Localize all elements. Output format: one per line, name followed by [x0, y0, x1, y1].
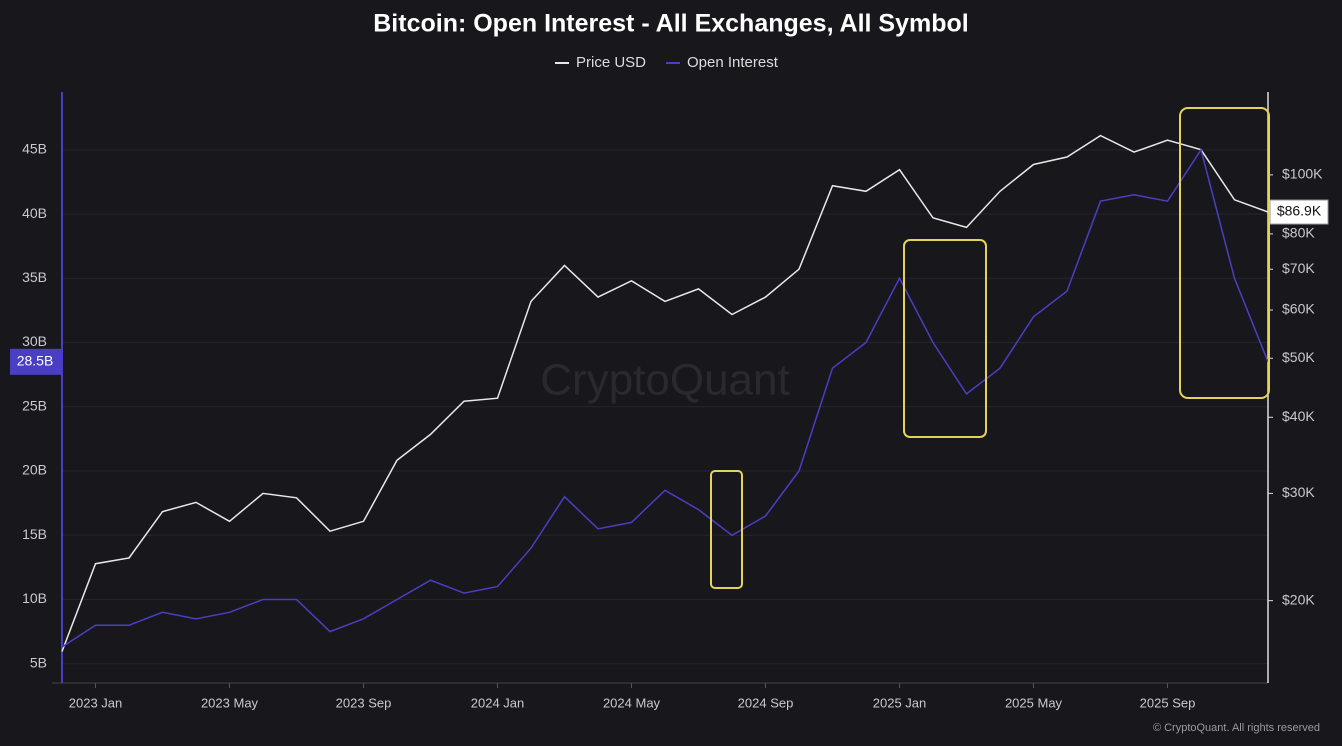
x-tick-label: 2024 Sep: [738, 695, 794, 710]
copyright: © CryptoQuant. All rights reserved: [1153, 722, 1320, 734]
y-tick-label: 5B: [30, 654, 47, 670]
y2-tick-label: $30K: [1282, 484, 1315, 500]
y2-tick-label: $70K: [1282, 260, 1315, 276]
last-value-tag: [10, 348, 61, 375]
watermark: CryptoQuant: [540, 356, 789, 405]
x-tick-label: 2024 May: [603, 695, 661, 710]
y-tick-label: 40B: [22, 205, 47, 221]
y-tick-label: 25B: [22, 397, 47, 413]
x-tick-label: 2023 Sep: [336, 695, 392, 710]
x-tick-label: 2023 Jan: [69, 695, 123, 710]
series-line: [61, 134, 1269, 652]
y2-tick-label: $100K: [1282, 166, 1323, 182]
y2-tick-label: $40K: [1282, 408, 1315, 424]
y2-tick-label: $20K: [1282, 591, 1315, 607]
x-tick-label: 2023 May: [201, 695, 259, 710]
y-tick-label: 35B: [22, 269, 47, 285]
y-tick-label: 20B: [22, 462, 47, 478]
y-tick-label: 45B: [22, 141, 47, 157]
x-tick-label: 2025 May: [1005, 695, 1063, 710]
x-tick-label: 2025 Sep: [1140, 695, 1196, 710]
series-line: [61, 147, 1269, 648]
y2-tick-label: $50K: [1282, 349, 1315, 365]
y2-tick-label: $80K: [1282, 225, 1315, 241]
highlight-box: [903, 239, 987, 438]
last-value-label: $86.9K: [1277, 203, 1322, 219]
legend-label: Price USD: [576, 54, 646, 71]
last-value-tag: [1269, 199, 1329, 225]
y2-tick-label: $60K: [1282, 301, 1315, 317]
x-tick-label: 2024 Jan: [471, 695, 525, 710]
highlight-box: [710, 470, 743, 589]
y-tick-label: 30B: [22, 333, 47, 349]
y-tick-label: 10B: [22, 590, 47, 606]
x-tick-label: 2025 Jan: [873, 695, 927, 710]
chart-title: Bitcoin: Open Interest - All Exchanges, …: [373, 10, 968, 38]
highlight-box: [1179, 107, 1270, 399]
y-tick-label: 15B: [22, 526, 47, 542]
last-value-label: 28.5B: [17, 353, 54, 369]
legend-label: Open Interest: [687, 54, 779, 71]
